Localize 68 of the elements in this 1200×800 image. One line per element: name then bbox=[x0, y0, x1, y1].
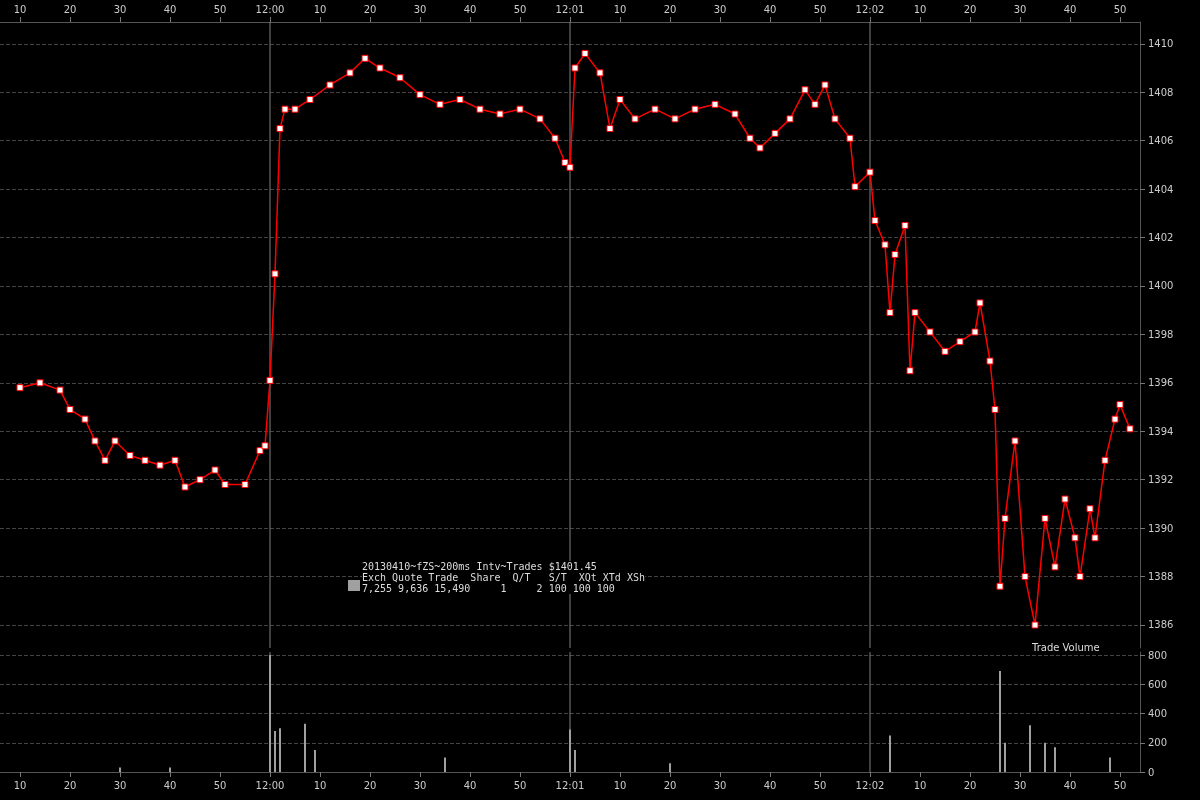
y-tick-label: 1388 bbox=[1148, 571, 1174, 583]
x-tick-label: 10 bbox=[313, 3, 327, 15]
x-tick-label: 40 bbox=[763, 779, 777, 791]
x-tick-label: 10 bbox=[13, 779, 27, 791]
x-tick-label: 30 bbox=[113, 3, 127, 15]
x-tick-label: 12:02 bbox=[855, 3, 885, 15]
x-tick-label: 50 bbox=[513, 3, 527, 15]
y-tick-label: 1390 bbox=[1148, 522, 1174, 534]
x-tick-label: 50 bbox=[213, 779, 227, 791]
y-tick-label: 0 bbox=[1148, 766, 1155, 778]
x-tick-label: 50 bbox=[1113, 3, 1127, 15]
annotation: 20130410~fZS~200ms Intv~Trades $1401.45 bbox=[362, 561, 597, 572]
x-tick-label: 40 bbox=[163, 3, 177, 15]
x-tick-label: 10 bbox=[913, 3, 927, 15]
y-tick-label: 400 bbox=[1148, 708, 1168, 719]
y-tick-label: 1406 bbox=[1148, 135, 1174, 147]
y-tick-label: 1394 bbox=[1148, 425, 1174, 437]
x-tick-label: 12:02 bbox=[855, 779, 885, 791]
y-tick-label: 1396 bbox=[1148, 377, 1174, 389]
x-tick-label: 50 bbox=[813, 779, 827, 791]
y-tick-label: 1410 bbox=[1148, 38, 1174, 50]
x-tick-label: 40 bbox=[163, 779, 177, 791]
x-tick-label: 40 bbox=[1063, 3, 1077, 15]
x-tick-label: 30 bbox=[1013, 3, 1027, 15]
x-tick-label: 10 bbox=[613, 779, 627, 791]
y-tick-label: 1402 bbox=[1148, 232, 1174, 244]
x-tick-label: 10 bbox=[913, 779, 927, 791]
x-tick-label: 50 bbox=[513, 779, 527, 791]
y-tick-label: 200 bbox=[1148, 737, 1168, 749]
x-tick-label: 20 bbox=[63, 779, 77, 791]
x-tick-label: 30 bbox=[413, 3, 427, 15]
x-tick-label: 20 bbox=[963, 779, 977, 791]
x-tick-label: 30 bbox=[1013, 779, 1027, 791]
x-tick-label: 20 bbox=[663, 3, 677, 15]
x-tick-label: 20 bbox=[363, 3, 377, 15]
x-tick-label: 12:00 bbox=[255, 3, 285, 15]
x-tick-label: 40 bbox=[763, 3, 777, 15]
annotation: Exch Quote Trade Share Q/T S/T XQt XTd XSh bbox=[362, 572, 645, 583]
x-tick-label: 50 bbox=[813, 3, 827, 15]
x-tick-label: 20 bbox=[663, 779, 677, 791]
x-tick-label: 50 bbox=[213, 3, 227, 15]
x-tick-label: 40 bbox=[463, 3, 477, 15]
annotation: Trade Volume bbox=[1032, 642, 1100, 653]
y-tick-label: 1392 bbox=[1148, 474, 1174, 486]
y-tick-label: 1386 bbox=[1148, 619, 1174, 631]
x-tick-label: 10 bbox=[13, 3, 27, 15]
y-tick-label: 1404 bbox=[1148, 183, 1174, 195]
x-tick-label: 12:01 bbox=[555, 3, 585, 15]
annotation: 7,255 9,636 15,490 1 2 100 100 100 bbox=[362, 583, 615, 594]
x-tick-label: 20 bbox=[363, 779, 377, 791]
x-tick-label: 30 bbox=[413, 779, 427, 791]
y-tick-label: 1398 bbox=[1148, 328, 1174, 340]
y-tick-label: 1408 bbox=[1148, 86, 1174, 98]
x-tick-label: 50 bbox=[1113, 779, 1127, 791]
x-tick-label: 30 bbox=[713, 779, 727, 791]
x-tick-label: 30 bbox=[713, 3, 727, 15]
x-tick-label: 30 bbox=[113, 779, 127, 791]
x-tick-label: 20 bbox=[963, 3, 977, 15]
x-tick-label: 12:01 bbox=[555, 779, 585, 791]
x-tick-label: 40 bbox=[1063, 779, 1077, 791]
y-tick-label: 1400 bbox=[1148, 280, 1174, 292]
x-tick-label: 40 bbox=[463, 779, 477, 791]
x-tick-label: 12:00 bbox=[255, 779, 285, 791]
x-tick-label: 20 bbox=[63, 3, 77, 15]
x-tick-label: 10 bbox=[613, 3, 627, 15]
y-tick-label: 800 bbox=[1148, 649, 1168, 661]
x-tick-label: 10 bbox=[313, 779, 327, 791]
y-tick-label: 600 bbox=[1148, 678, 1168, 690]
